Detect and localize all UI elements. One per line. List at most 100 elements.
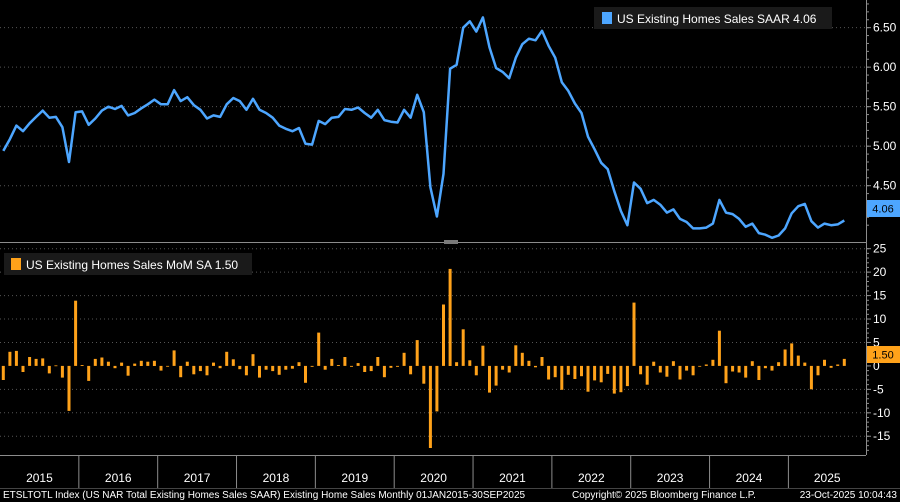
mom-bar <box>724 365 728 384</box>
year-label: 2016 <box>105 471 132 485</box>
lower-legend-label: US Existing Homes Sales MoM SA 1.50 <box>26 258 238 272</box>
mom-bar <box>396 365 399 367</box>
mom-bar <box>553 365 557 378</box>
mom-bar <box>14 350 18 366</box>
mom-bar <box>166 365 170 367</box>
footer: ETSLTOTL Index (US NAR Total Existing Ho… <box>3 490 897 501</box>
mom-bar <box>120 362 124 366</box>
year-label: 2025 <box>814 471 841 485</box>
mom-bar <box>816 365 820 376</box>
mom-bar <box>809 365 813 390</box>
mom-bar <box>678 365 682 380</box>
upper-badge-box <box>866 200 900 217</box>
footer-copyright: Copyright© 2025 Bloomberg Finance L.P. <box>572 490 756 501</box>
mom-bar <box>619 365 623 393</box>
mom-bar <box>179 365 183 378</box>
mom-bar <box>658 365 662 373</box>
mom-bar <box>501 365 505 370</box>
mom-bar <box>442 304 445 366</box>
mom-bar <box>126 365 130 376</box>
mom-bar <box>106 361 110 366</box>
mom-bar <box>356 363 360 366</box>
upper-tick-label: 5.50 <box>873 100 897 114</box>
mom-bar <box>842 358 846 366</box>
mom-bar <box>80 365 84 366</box>
mom-bar <box>448 268 452 366</box>
mom-bar <box>652 361 656 366</box>
mom-bar <box>665 365 669 377</box>
year-label: 2021 <box>499 471 526 485</box>
mom-bar <box>152 360 156 366</box>
mom-bar <box>829 365 833 368</box>
mom-bar <box>271 365 275 372</box>
mom-bar <box>218 365 222 369</box>
footer-index-description: ETSLTOTL Index (US NAR Total Existing Ho… <box>3 490 526 501</box>
mom-bar <box>580 365 583 377</box>
mom-bar <box>731 365 735 372</box>
lower-tick-label: 25 <box>873 242 887 256</box>
mom-bar <box>737 365 741 373</box>
mom-bar <box>28 357 32 366</box>
mom-bar <box>113 365 117 369</box>
mom-bar <box>671 361 675 366</box>
mom-bar <box>238 365 242 370</box>
upper-legend-box <box>594 7 832 29</box>
mom-bar <box>534 365 537 368</box>
mom-bar <box>258 365 261 378</box>
mom-bar <box>599 365 603 383</box>
mom-bar <box>369 365 373 372</box>
mom-bar <box>593 365 597 381</box>
mom-bar <box>612 365 616 394</box>
mom-bar <box>317 332 321 366</box>
year-label: 2024 <box>736 471 763 485</box>
footer-timestamp: 23-Oct-2025 10:04:43 <box>800 490 898 501</box>
upper-legend-swatch <box>602 12 612 24</box>
x-axis-years: 2015 2016 2017 2018 2019 2020 2021 2022 2023 2024… <box>0 455 900 489</box>
upper-legend-label: US Existing Homes Sales SAAR 4.06 <box>617 12 817 26</box>
mom-bar <box>488 365 491 393</box>
upper-badge-label: 4.06 <box>872 204 893 216</box>
year-label: 2017 <box>184 471 211 485</box>
mom-bar <box>100 357 104 366</box>
lower-panel-bar-chart: 25 20 15 10 5 0 -5 -10 -15 US Existing Homes Sal… <box>0 242 900 451</box>
mom-bar <box>763 365 767 369</box>
existing-home-sales-line <box>2 16 845 240</box>
mom-bar <box>777 362 781 366</box>
lower-gridlines <box>0 248 866 437</box>
mom-bar <box>770 365 774 371</box>
line-series-existing-home-sales <box>2 16 845 240</box>
year-label: 2018 <box>263 471 290 485</box>
mom-bar <box>685 365 689 371</box>
mom-bar <box>323 365 327 370</box>
lower-tick-label: -5 <box>873 382 884 396</box>
mom-bar <box>514 345 518 366</box>
panel-resize-handle[interactable] <box>444 240 458 244</box>
lower-tick-label: 5 <box>873 335 880 349</box>
mom-bar <box>402 352 406 366</box>
mom-bar <box>277 365 281 375</box>
mom-bar <box>343 357 347 366</box>
mom-bar <box>382 365 386 378</box>
mom-bar <box>284 365 288 370</box>
mom-bar <box>1 365 5 380</box>
lower-badge-label: 1.50 <box>872 350 893 362</box>
mom-bar <box>540 357 544 366</box>
mom-bar <box>632 302 636 366</box>
mom-bar <box>54 365 58 367</box>
year-label: 2015 <box>26 471 53 485</box>
mom-bar <box>586 365 590 392</box>
upper-tick-label: 6.50 <box>873 21 897 35</box>
mom-bar <box>330 358 334 366</box>
mom-bar <box>547 365 551 380</box>
mom-bar <box>455 362 459 366</box>
mom-bar <box>41 358 45 366</box>
mom-bar <box>290 365 294 369</box>
lower-legend: US Existing Homes Sales MoM SA 1.50 <box>4 253 252 275</box>
upper-legend: US Existing Homes Sales SAAR 4.06 <box>594 7 832 29</box>
upper-panel-line-chart: 4.50 5.00 5.50 6.00 6.50 US Existing Homes S… <box>0 3 900 240</box>
lower-last-value-badge: 1.50 <box>866 346 900 363</box>
mom-bar <box>409 365 413 375</box>
mom-bar <box>264 365 268 370</box>
mom-bar <box>198 365 202 372</box>
